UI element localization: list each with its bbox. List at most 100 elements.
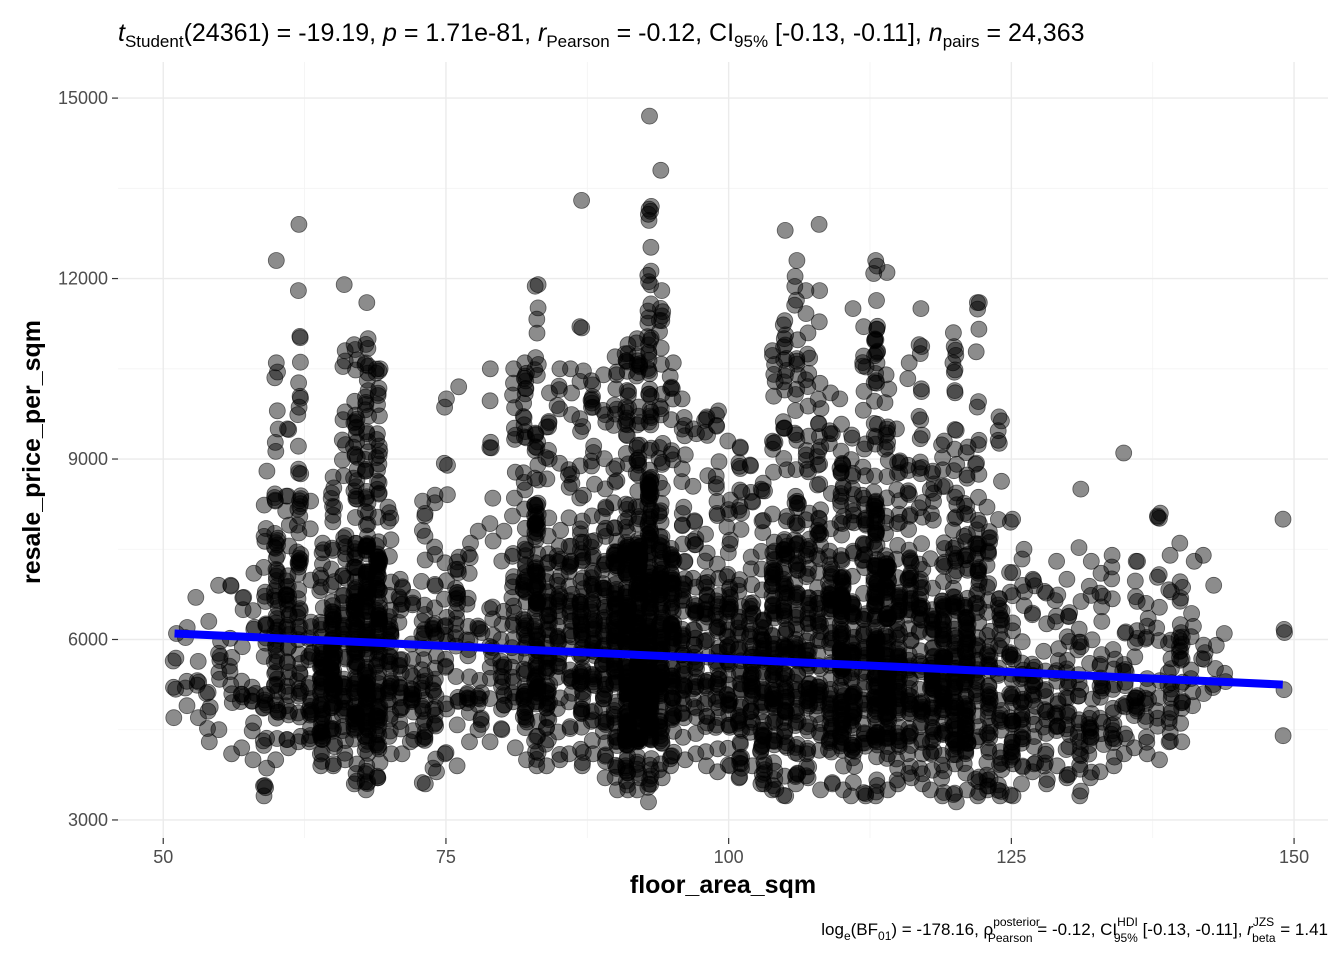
scatter-point	[380, 547, 398, 565]
scatter-point	[346, 445, 364, 463]
y-tick-label: 15000	[58, 88, 108, 108]
scatter-point	[1185, 618, 1202, 635]
scatter-point	[267, 252, 285, 269]
scatter-points	[164, 107, 1293, 811]
scatter-point	[178, 697, 196, 715]
scatter-point	[1205, 576, 1223, 594]
scatter-point	[416, 732, 434, 749]
scatter-point	[424, 759, 442, 777]
scatter-point	[347, 419, 365, 437]
scatter-point	[450, 378, 468, 396]
scatter-point	[313, 544, 331, 562]
title-p-value: = 1.71e-81,	[397, 19, 538, 47]
scatter-point	[289, 590, 307, 608]
caption-rbeta-sub: beta	[1252, 931, 1276, 945]
scatter-point	[1104, 641, 1122, 658]
scatter-point	[1058, 570, 1076, 588]
scatter-point	[189, 653, 207, 670]
scatter-point	[517, 380, 534, 398]
scatter-point	[1046, 592, 1064, 609]
scatter-point	[245, 564, 263, 582]
x-tick-label: 50	[153, 847, 173, 867]
scatter-point	[1070, 539, 1088, 556]
scatter-point	[764, 432, 781, 450]
title-p-symbol: p	[382, 19, 397, 47]
scatter-point	[676, 553, 693, 571]
scatter-point	[198, 685, 215, 702]
scatter-point	[526, 496, 544, 514]
scatter-point	[302, 492, 320, 510]
scatter-point	[322, 490, 340, 507]
scatter-point	[574, 418, 592, 436]
scatter-point	[1002, 513, 1019, 531]
scatter-point	[481, 733, 499, 751]
scatter-point	[526, 277, 544, 295]
scatter-point	[673, 390, 691, 408]
scatter-point	[877, 366, 895, 384]
caption-bf-open: (BF	[851, 920, 878, 939]
scatter-point	[326, 498, 343, 516]
scatter-point	[1215, 625, 1233, 642]
scatter-point	[290, 549, 308, 567]
scatter-point	[257, 520, 275, 537]
scatter-point	[1172, 642, 1190, 660]
scatter-point	[732, 521, 750, 538]
scatter-point	[289, 437, 307, 455]
scatter-point	[888, 420, 905, 438]
scatter-point	[652, 339, 670, 357]
scatter-point	[662, 445, 680, 463]
y-axis-title: resale_price_per_sqm	[18, 320, 46, 584]
scatter-point	[1013, 550, 1031, 568]
scatter-point	[968, 454, 985, 472]
scatter-point	[223, 745, 241, 763]
scatter-point	[291, 353, 309, 371]
scatter-point	[289, 282, 307, 300]
scatter-point	[326, 738, 344, 756]
scatter-point	[357, 335, 375, 353]
scatter-point	[652, 299, 669, 317]
scatter-point	[335, 276, 353, 294]
scatter-point	[970, 320, 988, 338]
scatter-point	[210, 576, 228, 594]
scatter-point	[764, 505, 781, 523]
scatter-point	[288, 516, 306, 534]
scatter-point	[311, 745, 329, 763]
scatter-point	[267, 354, 285, 372]
scatter-point	[495, 522, 513, 540]
scatter-point	[265, 538, 283, 556]
scatter-point	[752, 480, 770, 498]
scatter-point	[945, 579, 962, 597]
scatter-point	[810, 215, 828, 233]
scatter-point	[165, 709, 183, 727]
scatter-point	[289, 604, 307, 622]
scatter-point	[1126, 648, 1144, 666]
scatter-point	[314, 534, 332, 552]
scatter-point	[290, 558, 308, 576]
scatter-point	[1151, 751, 1168, 769]
scatter-point	[222, 577, 240, 595]
scatter-point	[899, 745, 917, 763]
title-df: (24361) = -19.19,	[184, 19, 383, 47]
scatter-point	[370, 407, 388, 425]
scatter-point	[1048, 552, 1065, 570]
scatter-point	[979, 543, 997, 561]
scatter-point	[913, 535, 930, 552]
scatter-point	[268, 402, 286, 420]
scatter-point	[811, 282, 828, 300]
scatter-point	[969, 294, 986, 312]
scatter-point	[461, 549, 479, 567]
scatter-point	[661, 750, 679, 768]
scatter-point	[255, 559, 273, 576]
scatter-point	[710, 453, 728, 471]
scatter-point	[280, 421, 298, 439]
scatter-point	[640, 793, 657, 811]
scatter-point	[697, 525, 714, 543]
scatter-point	[776, 221, 794, 239]
scatter-point	[833, 526, 850, 544]
scatter-point	[292, 389, 309, 407]
scatter-point	[912, 300, 930, 318]
scatter-point	[788, 252, 806, 269]
scatter-point	[684, 477, 702, 495]
title-n-value: = 24,363	[980, 19, 1085, 47]
caption-rho-value: = -0.12, CI	[1033, 920, 1118, 939]
